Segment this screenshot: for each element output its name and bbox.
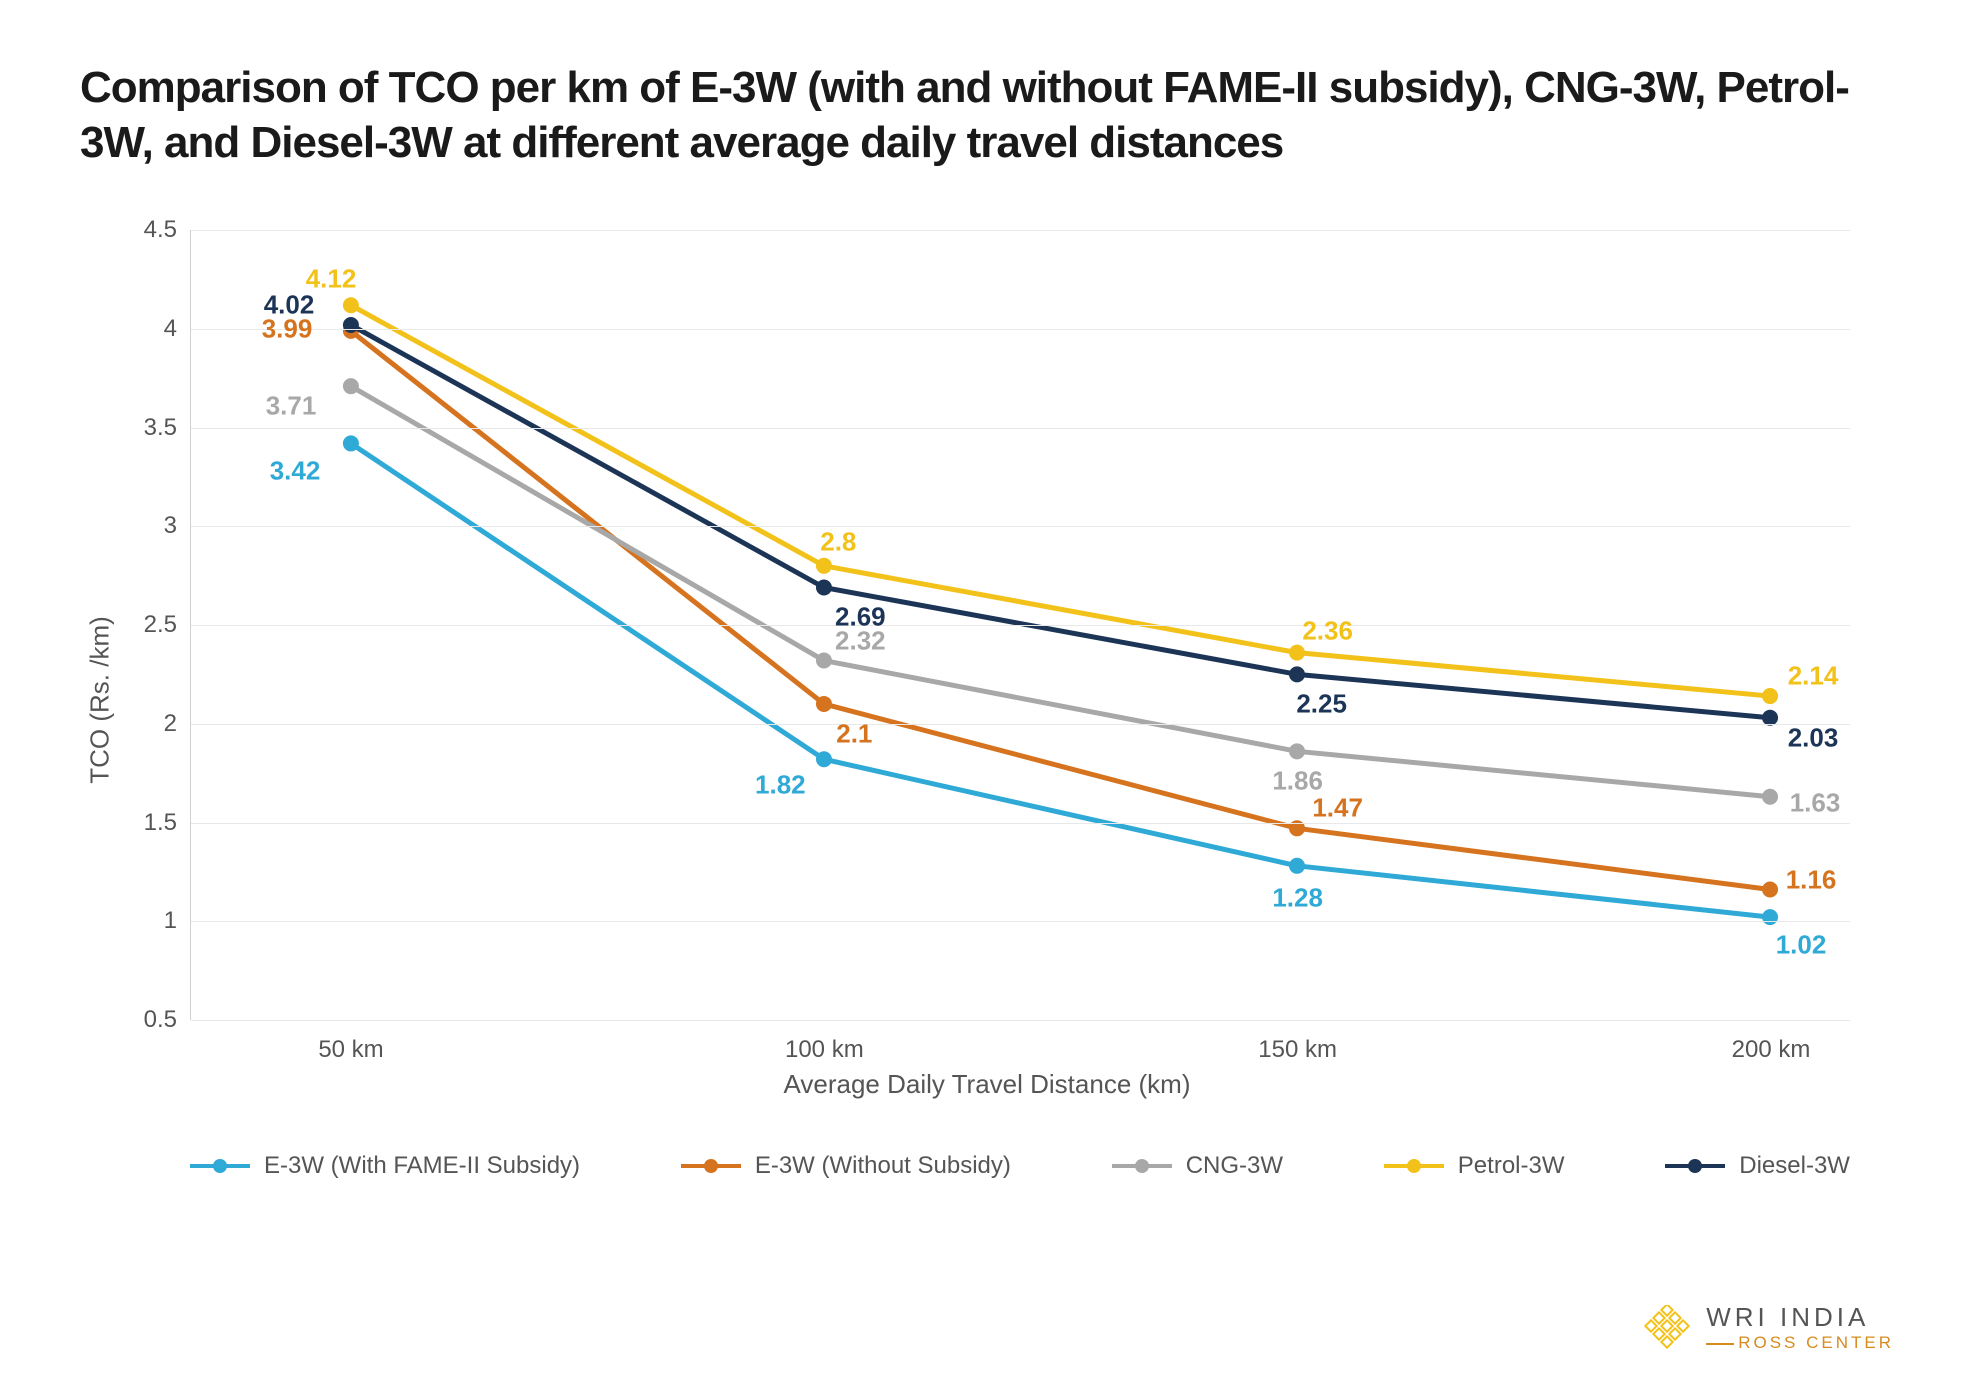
data-marker — [1289, 743, 1305, 759]
legend-label: E-3W (Without Subsidy) — [755, 1152, 1011, 1180]
chart-container: TCO (Rs. /km) 0.511.522.533.544.550 km10… — [80, 210, 1894, 1190]
data-marker — [1289, 645, 1305, 661]
data-marker — [343, 435, 359, 451]
y-tick-label: 3 — [164, 512, 191, 540]
legend: E-3W (With FAME-II Subsidy) E-3W (Without… — [190, 1152, 1850, 1180]
data-marker — [1289, 858, 1305, 874]
data-label: 2.14 — [1788, 661, 1839, 692]
legend-label: Petrol-3W — [1458, 1152, 1565, 1180]
x-tick-label: 50 km — [318, 1020, 383, 1064]
x-tick-label: 200 km — [1732, 1020, 1811, 1064]
data-label: 2.1 — [836, 719, 872, 750]
gridline — [191, 625, 1850, 626]
data-marker — [816, 580, 832, 596]
legend-swatch — [190, 1164, 250, 1168]
gridline — [191, 724, 1850, 725]
y-tick-label: 2 — [164, 710, 191, 738]
data-marker — [816, 751, 832, 767]
data-label: 2.8 — [820, 526, 856, 557]
data-label: 3.71 — [266, 391, 317, 422]
y-tick-label: 0.5 — [144, 1006, 191, 1034]
attribution: WRI INDIA ROSS CENTER — [1644, 1302, 1894, 1353]
y-tick-label: 1.5 — [144, 809, 191, 837]
data-label: 1.82 — [755, 770, 806, 801]
data-marker — [816, 653, 832, 669]
gridline — [191, 428, 1850, 429]
legend-label: CNG-3W — [1186, 1152, 1283, 1180]
series-line — [351, 443, 1770, 917]
legend-label: Diesel-3W — [1739, 1152, 1850, 1180]
data-marker — [343, 378, 359, 394]
legend-item: Petrol-3W — [1384, 1152, 1565, 1180]
gridline — [191, 230, 1850, 231]
legend-item: E-3W (Without Subsidy) — [681, 1152, 1011, 1180]
data-label: 1.02 — [1776, 930, 1827, 961]
data-marker — [1762, 789, 1778, 805]
wri-logo-icon — [1644, 1305, 1690, 1351]
data-marker — [816, 696, 832, 712]
gridline — [191, 921, 1850, 922]
data-label: 1.16 — [1786, 864, 1837, 895]
data-label: 2.69 — [835, 602, 886, 633]
legend-swatch — [1665, 1164, 1725, 1168]
y-tick-label: 2.5 — [144, 611, 191, 639]
data-marker — [343, 317, 359, 333]
plot-area: 0.511.522.533.544.550 km100 km150 km200 … — [190, 230, 1850, 1020]
x-tick-label: 100 km — [785, 1020, 864, 1064]
chart-title: Comparison of TCO per km of E-3W (with a… — [80, 60, 1894, 170]
data-label: 1.86 — [1272, 766, 1323, 797]
data-label: 2.25 — [1296, 689, 1347, 720]
data-label: 2.03 — [1788, 722, 1839, 753]
legend-label: E-3W (With FAME-II Subsidy) — [264, 1152, 580, 1180]
legend-item: E-3W (With FAME-II Subsidy) — [190, 1152, 580, 1180]
data-label: 3.42 — [270, 456, 321, 487]
series-line — [351, 386, 1770, 797]
x-tick-label: 150 km — [1258, 1020, 1337, 1064]
data-marker — [1762, 909, 1778, 925]
data-marker — [1762, 688, 1778, 704]
legend-swatch — [1112, 1164, 1172, 1168]
series-line — [351, 325, 1770, 718]
y-tick-label: 4 — [164, 315, 191, 343]
gridline — [191, 1020, 1850, 1021]
data-marker — [343, 297, 359, 313]
data-marker — [1762, 881, 1778, 897]
attribution-line2: ROSS CENTER — [1706, 1333, 1894, 1353]
gridline — [191, 526, 1850, 527]
y-tick-label: 1 — [164, 907, 191, 935]
data-label: 1.28 — [1272, 882, 1323, 913]
gridline — [191, 823, 1850, 824]
data-label: 1.47 — [1312, 793, 1363, 824]
x-axis-label: Average Daily Travel Distance (km) — [784, 1069, 1191, 1100]
y-tick-label: 4.5 — [144, 216, 191, 244]
data-marker — [1289, 666, 1305, 682]
legend-item: Diesel-3W — [1665, 1152, 1850, 1180]
legend-swatch — [681, 1164, 741, 1168]
y-axis-label: TCO (Rs. /km) — [85, 616, 116, 784]
legend-swatch — [1384, 1164, 1444, 1168]
data-label: 2.36 — [1302, 615, 1353, 646]
gridline — [191, 329, 1850, 330]
data-label: 4.02 — [264, 289, 315, 320]
attribution-line1: WRI INDIA — [1706, 1302, 1894, 1333]
y-tick-label: 3.5 — [144, 414, 191, 442]
data-label: 1.63 — [1790, 787, 1841, 818]
data-marker — [816, 558, 832, 574]
legend-item: CNG-3W — [1112, 1152, 1283, 1180]
